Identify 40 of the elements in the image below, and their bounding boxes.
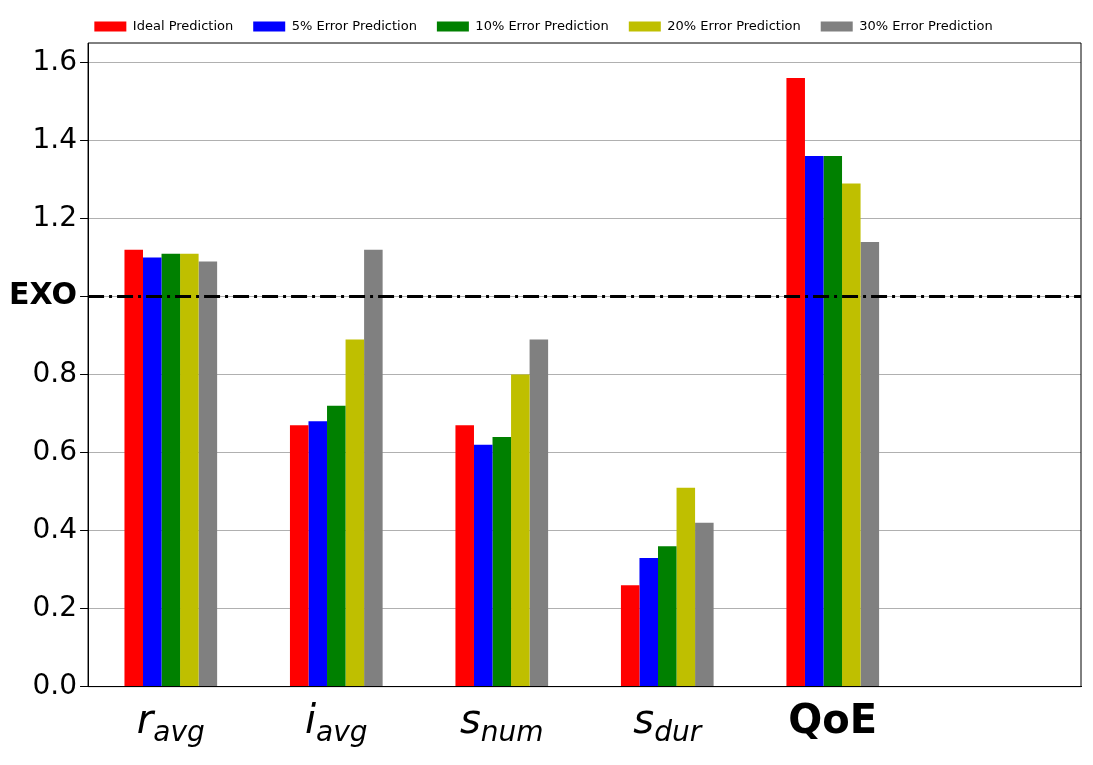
bar <box>639 557 659 687</box>
bar <box>804 156 824 687</box>
bar <box>143 257 162 687</box>
y-tick-label: 0.6 <box>32 433 78 467</box>
bar <box>364 249 383 687</box>
bar <box>823 156 843 687</box>
y-tick-label: 0.0 <box>32 667 78 701</box>
y-tick-label: 0.8 <box>32 355 78 389</box>
y-tick-label: 1.6 <box>32 43 78 77</box>
bar <box>860 241 880 687</box>
bar <box>620 585 640 687</box>
bar <box>289 425 309 687</box>
bar <box>455 425 474 687</box>
bar <box>511 374 530 687</box>
bar <box>124 249 143 687</box>
legend-label: 20% Error Prediction <box>667 17 801 33</box>
legend-label: 30% Error Prediction <box>859 17 993 33</box>
bar <box>786 78 805 687</box>
bar <box>198 261 218 687</box>
bar <box>695 522 714 687</box>
bar <box>345 339 365 687</box>
bar <box>658 546 677 687</box>
legend-label: 5% Error Prediction <box>291 17 417 33</box>
y-tick-label: 0.2 <box>32 589 78 623</box>
bar <box>161 253 181 687</box>
bar <box>180 253 199 687</box>
y-tick-label: 1.4 <box>32 121 78 155</box>
bar <box>676 487 696 687</box>
y-tick-label: EXO <box>8 276 78 312</box>
bar <box>327 405 346 687</box>
bar <box>842 183 861 687</box>
legend-label: Ideal Prediction <box>132 17 234 33</box>
bar <box>473 444 493 687</box>
legend-label: 10% Error Prediction <box>475 17 609 33</box>
bar <box>529 339 549 687</box>
bar <box>492 436 512 687</box>
y-tick-label: 1.2 <box>32 199 78 233</box>
bar <box>308 421 328 687</box>
y-tick-label: 0.4 <box>32 511 78 545</box>
x-tick-label: QoE <box>788 695 878 742</box>
